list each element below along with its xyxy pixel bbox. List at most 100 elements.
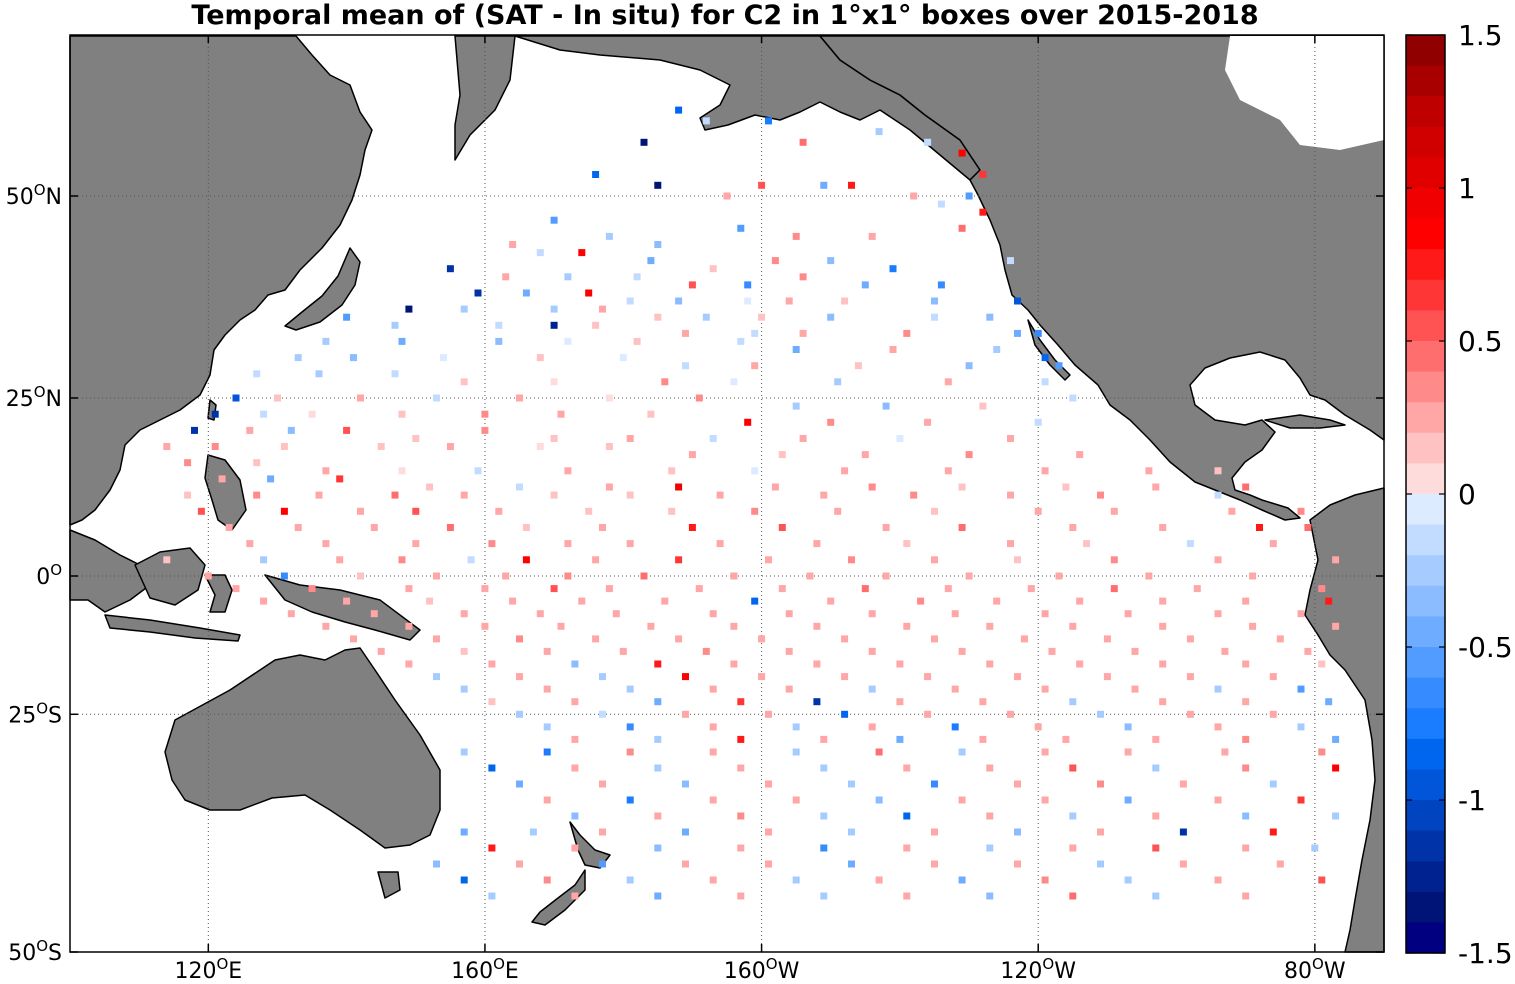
- data-cell: [785, 647, 793, 655]
- data-cell: [958, 149, 966, 157]
- colorbar-bin: [1406, 677, 1445, 709]
- data-cell: [343, 597, 351, 605]
- data-cell: [440, 354, 447, 362]
- data-cell: [848, 780, 855, 788]
- data-cell: [730, 660, 738, 668]
- data-cell: [274, 394, 281, 402]
- data-cell: [1041, 685, 1049, 693]
- data-cell: [626, 796, 634, 804]
- data-cell: [758, 673, 766, 681]
- data-cell: [792, 796, 800, 804]
- data-cell: [1179, 828, 1187, 836]
- data-cell: [903, 764, 911, 772]
- data-cell: [661, 378, 669, 386]
- data-cell: [322, 467, 330, 475]
- land-new-guinea: [264, 574, 421, 641]
- data-cell: [1269, 673, 1277, 681]
- data-cell: [1041, 748, 1049, 756]
- colorbar-bin: [1406, 126, 1445, 158]
- data-cell: [771, 257, 779, 265]
- data-cell: [398, 467, 406, 475]
- data-cell: [460, 876, 468, 884]
- colorbar-bin: [1406, 310, 1445, 342]
- data-cell: [889, 265, 897, 273]
- data-cell: [744, 297, 752, 305]
- data-cell: [412, 435, 420, 442]
- data-cell: [792, 723, 800, 731]
- data-cell: [792, 748, 800, 756]
- data-cell: [841, 467, 849, 475]
- data-cell: [509, 241, 517, 248]
- land-cuba: [1264, 414, 1346, 429]
- data-cell: [744, 281, 752, 289]
- data-cell: [944, 378, 952, 386]
- data-cell: [1297, 723, 1305, 731]
- data-cell: [564, 337, 572, 345]
- data-cell: [986, 764, 994, 772]
- data-cell: [827, 313, 835, 321]
- data-cell: [1041, 876, 1049, 884]
- data-cell: [1221, 748, 1229, 756]
- data-cell: [1152, 764, 1160, 772]
- data-cell: [917, 597, 925, 605]
- tick-label: 50ON: [6, 181, 62, 210]
- chart-title: Temporal mean of (SAT - In situ) for C2 …: [191, 0, 1259, 31]
- data-cell: [1228, 507, 1236, 515]
- data-cell: [1304, 647, 1312, 655]
- data-cell: [744, 418, 752, 426]
- data-cell: [460, 828, 468, 836]
- data-cell: [191, 426, 198, 434]
- data-cell: [426, 483, 434, 491]
- colorbar-tick-label: 1: [1458, 172, 1476, 205]
- data-cell: [1055, 362, 1063, 370]
- data-cell: [758, 181, 766, 189]
- data-cell: [709, 610, 717, 618]
- data-cell: [647, 622, 655, 630]
- data-cell: [460, 685, 468, 693]
- data-cell: [481, 622, 489, 630]
- data-cell: [516, 780, 523, 788]
- data-cell: [1214, 556, 1222, 564]
- land-java: [104, 614, 241, 642]
- data-cell: [474, 289, 482, 297]
- data-cell: [979, 402, 987, 410]
- colorbar-bin: [1406, 769, 1445, 801]
- data-cell: [1069, 524, 1077, 531]
- data-cell: [958, 524, 966, 531]
- data-cell: [1097, 780, 1104, 788]
- data-cell: [1152, 812, 1160, 820]
- data-cell: [778, 524, 786, 531]
- data-cell: [495, 337, 503, 345]
- data-cell: [280, 572, 288, 580]
- data-cell: [875, 796, 883, 804]
- tick-label: 25ON: [6, 383, 62, 412]
- data-cell: [550, 321, 558, 329]
- data-cell: [357, 507, 364, 515]
- data-cell: [958, 876, 966, 884]
- data-cell: [357, 394, 364, 402]
- data-cell: [813, 698, 821, 706]
- colorbar-bin: [1406, 249, 1445, 281]
- data-cell: [1242, 698, 1250, 706]
- data-cell: [163, 443, 171, 450]
- data-cell: [336, 556, 344, 564]
- data-cell: [861, 585, 869, 593]
- data-cell: [1131, 685, 1139, 693]
- data-cell: [792, 346, 800, 353]
- data-cell: [834, 378, 842, 386]
- data-cell: [1159, 622, 1167, 630]
- data-cell: [1041, 354, 1049, 362]
- tick-label: 50OS: [8, 937, 62, 966]
- data-cell: [197, 507, 205, 515]
- data-cell: [654, 844, 662, 852]
- data-cell: [654, 892, 662, 900]
- data-cell: [951, 610, 959, 618]
- data-cell: [1069, 764, 1077, 772]
- data-cell: [246, 540, 254, 548]
- colorbar-bin: [1406, 35, 1445, 67]
- data-cell: [737, 735, 745, 743]
- data-cell: [287, 610, 295, 618]
- data-cell: [730, 622, 738, 630]
- data-cell: [682, 860, 689, 868]
